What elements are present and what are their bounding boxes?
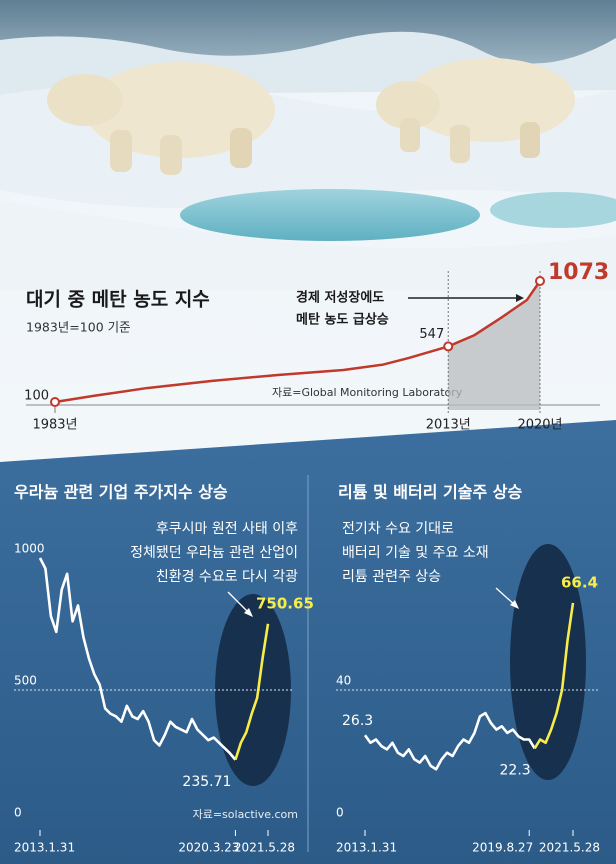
- data-label: 22.3: [500, 762, 531, 778]
- data-label: 750.65: [256, 594, 314, 612]
- line: [54, 280, 542, 404]
- y-tick-label: 1000: [14, 542, 45, 556]
- x-tick-label: 2013년: [426, 418, 471, 433]
- y-tick-label: 500: [14, 674, 37, 688]
- y-tick-label: 0: [336, 806, 344, 820]
- x-tick-label: 2019.8.27: [472, 841, 533, 855]
- data-label: 547: [419, 327, 444, 342]
- annotation: 리튬 관련주 상승: [342, 569, 441, 585]
- data-label: 26.3: [342, 713, 373, 729]
- x-tick-label: 2013.1.31: [14, 841, 75, 855]
- x-tick-label: 1983년: [32, 418, 77, 433]
- chart-title: 리튬 및 배터리 기술주 상승: [338, 483, 522, 502]
- source: 자료=Global Monitoring Laboratory: [272, 386, 463, 399]
- annotation: 정체됐던 우라늄 관련 산업이: [130, 545, 298, 561]
- point: [443, 341, 454, 352]
- x-tick-label: 2020.3.23: [178, 841, 239, 855]
- chart-title: 대기 중 메탄 농도 지수: [26, 289, 210, 311]
- line: [38, 557, 237, 761]
- annotation: 경제 저성장에도: [296, 290, 384, 306]
- line-highlight: [533, 602, 575, 750]
- chart-subtitle: 1983년=100 기준: [26, 320, 131, 335]
- line: [363, 711, 536, 771]
- x-tick-label: 2013.1.31: [336, 841, 397, 855]
- x-tick-label: 2021.5.28: [234, 841, 295, 855]
- arrow-head: [516, 294, 524, 302]
- data-label: 100: [24, 389, 49, 404]
- y-tick-label: 40: [336, 674, 351, 688]
- line-highlight: [234, 623, 270, 761]
- data-label: 235.71: [182, 774, 231, 790]
- y-tick-label: 0: [14, 806, 22, 820]
- chart-title: 우라늄 관련 기업 주가지수 상승: [14, 483, 228, 502]
- x-tick-label: 2020년: [517, 418, 562, 433]
- annotation-arrow: [227, 591, 251, 615]
- annotation: 전기차 수요 기대로: [342, 521, 454, 537]
- point: [535, 276, 545, 286]
- data-label: 1073: [548, 260, 609, 285]
- data-label: 66.4: [561, 573, 598, 591]
- x-tick-label: 2021.5.28: [539, 841, 600, 855]
- annotation: 메탄 농도 급상승: [296, 312, 389, 328]
- point: [50, 397, 60, 407]
- highlight-ellipse: [510, 544, 586, 780]
- source: 자료=solactive.com: [193, 808, 298, 821]
- highlight-ellipse: [215, 594, 291, 786]
- highlight-area: [448, 281, 540, 410]
- annotation: 친환경 수요로 다시 각광: [156, 569, 298, 585]
- arrow-head: [244, 608, 253, 617]
- arrow-head: [510, 600, 519, 609]
- annotation: 배터리 기술 및 주요 소재: [342, 545, 489, 561]
- annotation: 후쿠시마 원전 사태 이후: [156, 521, 298, 537]
